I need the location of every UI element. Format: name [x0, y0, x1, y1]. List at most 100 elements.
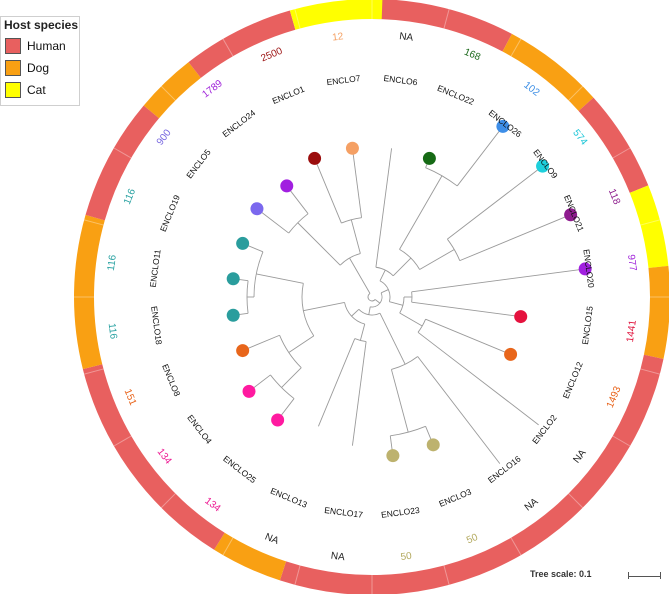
tree-scale-bar: [628, 576, 660, 577]
st-label-enclo13: NA: [263, 531, 280, 547]
tip-marker-enclo3: [426, 438, 440, 452]
legend-label-human: Human: [27, 39, 66, 53]
tip-label-enclo24: ENCLO24: [220, 108, 257, 140]
ring-segment-cat: [289, 0, 383, 30]
branch-line: [374, 299, 381, 304]
st-label-enclo16: NA: [523, 496, 541, 513]
tip-marker-enclo11: [226, 272, 240, 286]
ring-segment-human: [372, 0, 512, 52]
ring-divider: [640, 368, 660, 375]
legend-title: Host species: [4, 18, 79, 32]
host-species-legend: Host species Human Dog Cat: [0, 16, 80, 106]
ring-segment-human: [279, 354, 664, 594]
branch-line: [350, 219, 361, 254]
branch-line: [351, 341, 367, 446]
st-label-enclo19: 116: [122, 187, 138, 206]
legend-label-cat: Cat: [27, 83, 46, 97]
branch-line: [288, 335, 315, 353]
host-species-ring: [73, 0, 669, 594]
tip-marker-enclo21: [564, 208, 578, 222]
branch-line: [297, 222, 341, 266]
branch-line: [425, 318, 511, 355]
st-label-enclo23: 50: [400, 551, 413, 563]
tip-markers: [226, 119, 592, 463]
tip-label-enclo22: ENCLO22: [436, 83, 476, 107]
ring-divider: [568, 85, 584, 101]
st-label-enclo3: 50: [465, 532, 480, 547]
ring-divider: [294, 9, 301, 29]
branch-line: [411, 268, 586, 293]
branch-line: [390, 369, 409, 433]
tip-label-enclo8: ENCLO8: [160, 363, 182, 399]
ring-divider: [294, 565, 301, 585]
tip-label-enclo1: ENCLO1: [271, 84, 307, 106]
ring-divider: [568, 493, 584, 509]
st-label-enclo15: 1441: [625, 319, 639, 343]
tip-marker-enclo8: [236, 344, 250, 358]
branch-line: [375, 148, 393, 268]
st-label-enclo25: 134: [202, 496, 222, 515]
tip-label-enclo18: ENCLO18: [149, 305, 164, 345]
branch-line: [392, 257, 412, 277]
branch-line: [456, 126, 504, 187]
st-label-enclo26: 102: [521, 80, 541, 99]
tip-marker-enclo1: [308, 151, 322, 165]
ring-divider: [160, 493, 176, 509]
branch-line: [417, 356, 501, 464]
tip-label-enclo12: ENCLO12: [561, 360, 585, 400]
tip-marker-enclo25: [271, 413, 285, 427]
ring-divider: [84, 368, 104, 375]
tree-scale-tick-right: [660, 572, 661, 579]
ring-divider: [510, 38, 522, 57]
branch-line: [411, 301, 521, 318]
branch-line: [281, 367, 302, 388]
tip-label-enclo9: ENCLO9: [531, 147, 560, 180]
st-label-enclo20: 977: [625, 254, 638, 272]
branch-line: [359, 323, 366, 341]
st-label-enclo5: 900: [155, 127, 174, 147]
st-labels: NA 168 102 574 118 977 1441 1493 NA NA 50 50 NA NA 134…: [106, 31, 639, 563]
st-label-enclo9: 574: [570, 128, 589, 148]
st-label-enclo4: 134: [155, 447, 174, 467]
tip-marker-enclo26: [496, 119, 510, 133]
branch-line: [242, 334, 280, 351]
ring-segment-dog: [143, 62, 201, 119]
legend-swatch-dog: [5, 60, 21, 76]
tip-marker-enclo24: [280, 179, 294, 193]
branch-line: [351, 148, 363, 218]
branch-line: [379, 312, 406, 365]
branch-arc: [253, 251, 264, 298]
tree-scale: Tree scale: 0.1: [530, 569, 665, 585]
branch-line: [351, 308, 360, 317]
tip-label-enclo7: ENCLO7: [326, 73, 361, 87]
ring-divider: [160, 85, 176, 101]
ring-divider: [222, 537, 234, 556]
tip-label-enclo15: ENCLO15: [580, 305, 595, 345]
tip-marker-enclo4: [242, 384, 256, 398]
legend-swatch-human: [5, 38, 21, 54]
ring-divider: [443, 565, 450, 585]
tip-label-enclo23: ENCLO23: [380, 505, 420, 520]
tip-marker-enclo15: [514, 310, 528, 324]
tip-label-enclo3: ENCLO3: [438, 486, 474, 508]
branch-line: [368, 306, 371, 315]
branch-line: [380, 289, 389, 294]
tree-branches: [233, 126, 586, 464]
branch-line: [379, 269, 386, 282]
tree-scale-label: Tree scale: 0.1: [530, 569, 592, 579]
ring-segment-dog: [214, 532, 287, 581]
st-label-enclo12: 1493: [605, 385, 624, 410]
st-label-enclo1: 2500: [259, 46, 284, 65]
st-label-enclo21: 118: [606, 187, 622, 206]
ring-segment-dog: [643, 265, 669, 359]
branch-line: [314, 158, 342, 224]
ring-divider: [640, 219, 660, 226]
tip-marker-enclo5: [250, 202, 264, 216]
st-label-enclo7: 12: [332, 31, 345, 43]
branch-line: [447, 165, 543, 240]
legend-swatch-cat: [5, 82, 21, 98]
tip-label-enclo19: ENCLO19: [158, 193, 182, 233]
branch-line: [303, 302, 345, 312]
st-label-enclo2: NA: [571, 447, 588, 465]
branch-arc: [367, 293, 376, 302]
